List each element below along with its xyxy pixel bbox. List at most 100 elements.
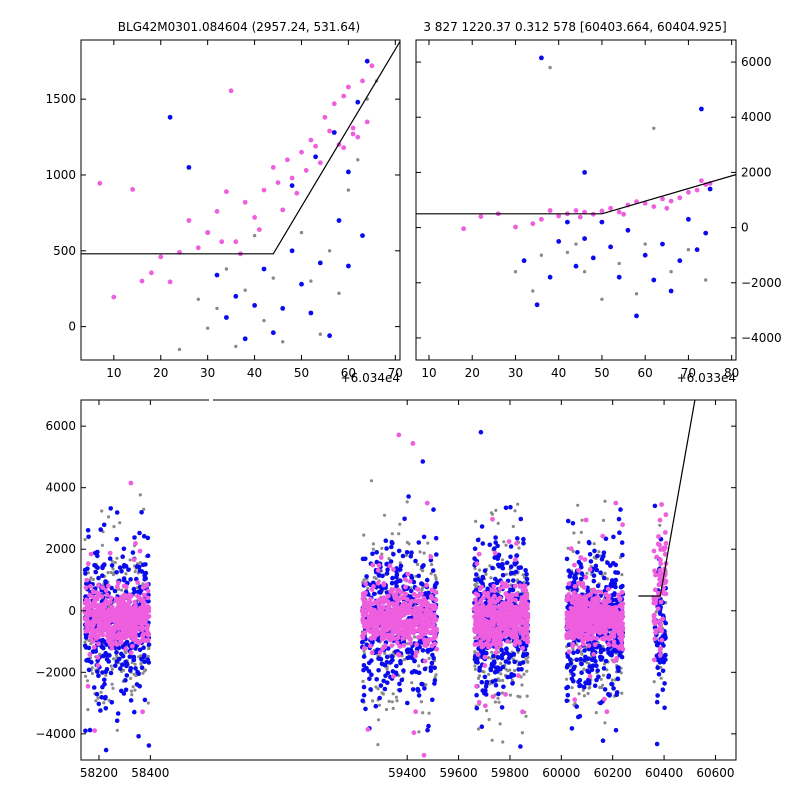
point-blue: [142, 577, 147, 582]
point-blue: [371, 580, 376, 586]
point-blue: [429, 660, 435, 666]
point-gray: [434, 577, 438, 581]
point-pink: [483, 641, 488, 647]
point-gray: [522, 672, 526, 677]
point-gray: [327, 249, 332, 253]
point-pink: [381, 581, 387, 586]
point-blue: [508, 504, 513, 510]
point-gray: [573, 702, 577, 706]
point-pink: [513, 631, 519, 637]
point-pink: [401, 643, 407, 648]
point-blue: [510, 681, 515, 686]
point-blue: [599, 655, 605, 660]
point-pink: [88, 634, 93, 639]
point-gray: [601, 673, 606, 677]
point-pink: [477, 609, 482, 614]
point-pink: [431, 606, 437, 612]
point-pink: [517, 625, 523, 631]
point-blue: [167, 114, 173, 120]
point-pink: [493, 650, 499, 656]
point-pink: [475, 652, 481, 657]
point-blue: [613, 584, 618, 590]
point-blue: [607, 693, 612, 698]
point-pink: [476, 551, 482, 557]
point-blue: [394, 572, 400, 577]
point-blue: [384, 571, 390, 576]
point-blue: [83, 728, 88, 734]
point-pink: [579, 635, 584, 641]
point-gray: [380, 552, 384, 556]
point-blue: [483, 692, 489, 697]
point-pink: [604, 709, 610, 715]
point-pink: [395, 635, 401, 641]
point-blue: [109, 563, 115, 568]
point-blue: [507, 652, 512, 658]
point-gray: [139, 662, 143, 666]
point-blue: [677, 258, 683, 264]
point-blue: [396, 548, 402, 554]
x-tick-label: 10: [106, 366, 121, 380]
point-pink: [368, 601, 374, 607]
point-pink: [95, 634, 101, 640]
point-pink: [397, 614, 402, 620]
point-pink: [475, 592, 481, 598]
point-pink: [590, 604, 596, 610]
point-pink: [82, 616, 88, 622]
point-blue: [128, 668, 133, 673]
point-pink: [599, 208, 605, 214]
point-blue: [578, 656, 583, 662]
point-gray: [476, 676, 481, 681]
point-blue: [92, 563, 97, 568]
point-pink: [386, 604, 391, 609]
point-blue: [499, 647, 504, 653]
point-blue: [381, 678, 387, 684]
point-blue: [83, 571, 88, 576]
point-gray: [586, 691, 590, 696]
point-blue: [390, 540, 395, 546]
point-gray: [500, 691, 504, 695]
point-pink: [522, 583, 528, 589]
point-blue: [141, 533, 147, 539]
point-blue: [136, 589, 141, 595]
panel-top-right-offset: +6.033e4: [677, 371, 736, 385]
point-blue: [603, 658, 609, 664]
point-pink: [578, 555, 584, 560]
point-pink: [391, 567, 396, 572]
point-gray: [372, 575, 376, 580]
point-blue: [411, 668, 417, 674]
point-blue: [308, 310, 314, 316]
point-blue: [566, 642, 572, 647]
point-blue: [591, 573, 597, 578]
point-blue: [364, 574, 369, 579]
point-pink: [583, 606, 589, 611]
point-pink: [489, 598, 495, 604]
point-gray: [490, 512, 494, 516]
point-gray: [577, 692, 581, 696]
point-blue: [87, 727, 93, 733]
point-pink: [384, 613, 390, 618]
point-blue: [484, 679, 490, 685]
point-blue: [142, 659, 147, 664]
point-blue: [564, 556, 570, 562]
point-pink: [409, 624, 414, 629]
point-gray: [132, 672, 136, 676]
point-blue: [361, 663, 367, 668]
point-gray: [107, 698, 111, 702]
point-pink: [572, 562, 577, 568]
point-pink: [133, 541, 138, 546]
point-gray: [147, 647, 151, 651]
point-pink: [605, 586, 611, 592]
point-blue: [366, 660, 372, 666]
point-pink: [620, 621, 625, 626]
point-pink: [109, 645, 115, 651]
point-gray: [138, 561, 142, 565]
point-pink: [617, 603, 623, 609]
point-pink: [556, 213, 562, 219]
point-gray: [377, 703, 381, 707]
point-blue: [606, 650, 611, 656]
point-pink: [524, 595, 530, 601]
point-blue: [493, 540, 499, 545]
point-blue: [565, 219, 570, 225]
point-pink: [424, 500, 430, 506]
